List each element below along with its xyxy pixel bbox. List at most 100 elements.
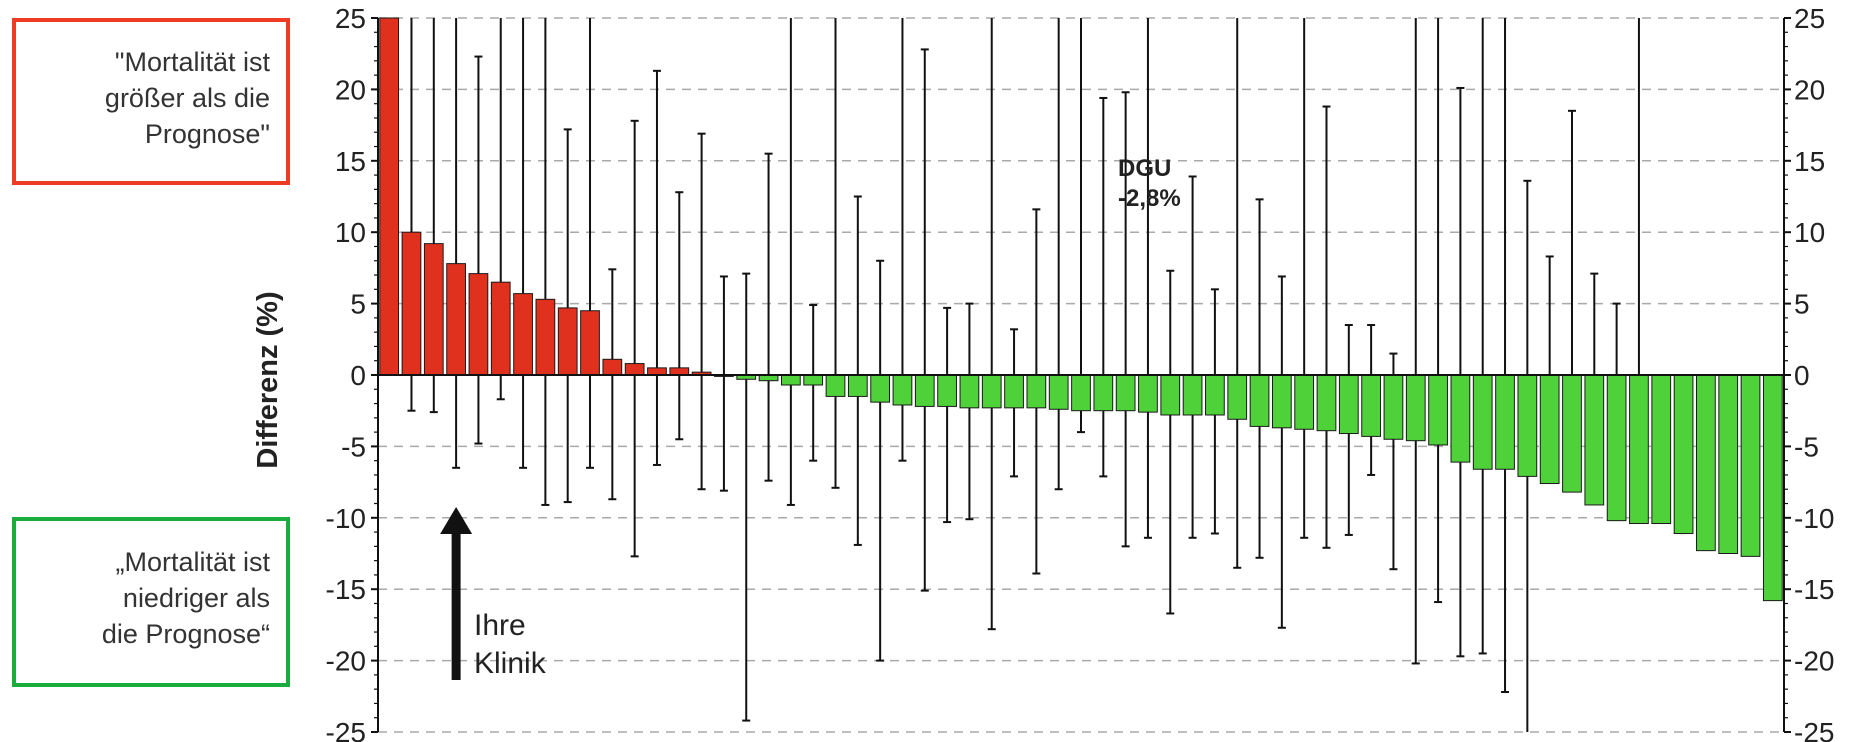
bar [1271,374,1292,429]
bar [1428,374,1448,446]
dgu-annotation-line: -2,8% [1118,185,1181,212]
bar [1182,374,1203,416]
bar [1495,374,1515,470]
y-tick-label-left: 10 [335,217,366,248]
bar [1249,374,1270,427]
y-tick-label-right: 0 [1794,360,1810,391]
lower-mortality-note: „Mortalität ist niedriger als die Progno… [30,544,270,652]
bar [780,374,801,386]
bar [557,307,578,376]
y-tick-label-left: -25 [326,717,366,742]
bar [892,374,913,406]
y-tick-label-left: -10 [326,503,366,534]
y-tick-label-left: 20 [335,74,366,105]
y-tick-label-right: 15 [1794,146,1825,177]
bar [401,231,422,376]
higher-mortality-line: Prognose" [144,119,270,149]
higher-mortality-box [12,18,290,185]
bar [825,374,846,397]
y-tick-label-left: 0 [350,360,366,391]
bar [1718,374,1739,554]
bar [1048,374,1069,410]
higher-mortality-line: "Mortalität ist [114,47,270,77]
y-tick-label-right: 20 [1794,74,1825,105]
bar [1115,374,1136,412]
y-tick-label-right: 5 [1794,289,1810,320]
bar [1629,374,1649,525]
y-tick-label-right: -20 [1794,646,1834,677]
bar [1227,374,1248,420]
bar [490,281,511,376]
your-clinic-line: Klinik [474,647,546,680]
y-tick-label-left: 15 [335,146,366,177]
bar [937,374,957,407]
your-clinic-label: Ihre Klinik [474,607,546,683]
bar [1472,374,1493,470]
tick-labels: 25 25 20 20 15 15 10 10 5 5 0 0 -5 -5 -10 -10 -15 -15 -20 -… [326,3,1835,742]
y-tick-label-left: -20 [326,646,366,677]
axes [371,17,1791,733]
bar [847,374,868,397]
bar [1740,374,1761,557]
bars [379,17,1783,602]
bar [803,374,824,386]
higher-mortality-line: größer als die [104,83,270,113]
lower-mortality-box [12,517,290,687]
y-tick-label-left: -5 [341,431,366,462]
bar [1584,374,1605,506]
bar [1316,374,1337,432]
bar [1093,374,1114,412]
y-axis-label: Differenz (%) [252,291,284,468]
bar [535,298,556,376]
bar [981,374,1002,409]
bar [1450,374,1471,463]
bar [379,17,400,376]
bar [1696,374,1716,552]
bar [914,374,935,407]
bar [1361,374,1382,437]
clinic-arrow-head [440,507,473,534]
bar [1338,374,1359,435]
bar [1205,374,1225,416]
bar [959,374,980,409]
bar [446,263,466,376]
y-tick-label-right: -5 [1794,431,1819,462]
bar [1517,374,1538,477]
higher-mortality-note: "Mortalität ist größer als die Prognose" [30,44,270,152]
bar [1160,374,1181,416]
lower-mortality-line: die Prognose“ [101,619,270,649]
bar [647,367,667,376]
dgu-annotation-line: DGU [1118,155,1172,182]
bar [1651,374,1672,525]
y-tick-label-right: -10 [1794,503,1834,534]
bar [1562,374,1582,493]
bar [580,310,600,376]
bar [870,374,891,403]
bar [513,293,533,376]
arrow [440,507,473,680]
bar [1004,374,1024,409]
y-tick-label-right: -15 [1794,574,1834,605]
bar [1383,374,1404,440]
bar [1762,374,1783,602]
bar [1138,374,1158,413]
y-tick-label-right: 25 [1794,3,1825,34]
bar [1539,374,1560,485]
bar [1294,374,1315,430]
bar [624,363,645,376]
lower-mortality-line: „Mortalität ist [115,547,270,577]
y-tick-label-left: 5 [350,289,366,320]
your-clinic-line: Ihre [474,609,526,642]
bar [423,243,444,376]
bar [602,358,623,376]
bar [1026,374,1047,409]
bar [1673,374,1694,535]
dgu-annotation: DGU -2,8% [1118,154,1181,214]
bar [1606,374,1627,522]
y-tick-label-left: 25 [335,3,366,34]
bar [468,273,489,376]
lower-mortality-line: niedriger als [122,583,270,613]
y-tick-label-right: 10 [1794,217,1825,248]
bar [1071,374,1091,412]
